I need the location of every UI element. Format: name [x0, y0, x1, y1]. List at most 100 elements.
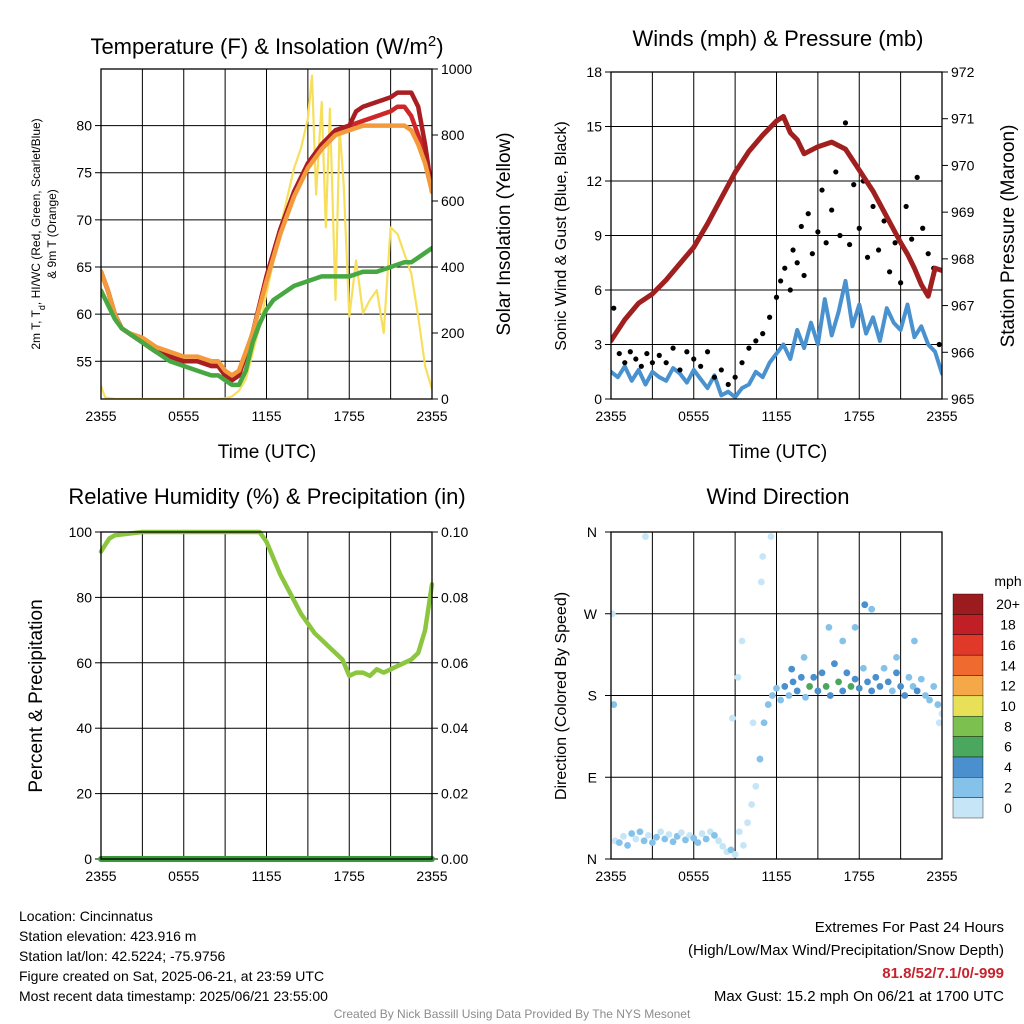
y-left-tick-label: 60	[76, 306, 92, 322]
direction-point	[767, 533, 775, 540]
direction-point	[788, 665, 796, 673]
gust-point	[611, 305, 617, 311]
x-tick-label: 1755	[844, 868, 875, 884]
y-right-tick-label: 600	[441, 193, 465, 209]
y-left-tick-label: 6	[594, 282, 602, 298]
direction-point	[777, 696, 785, 704]
gust-point	[875, 247, 882, 253]
colorbar-label: 0	[1004, 800, 1012, 816]
gust-point	[794, 260, 800, 266]
direction-point	[653, 833, 660, 841]
colorbar-swatch	[952, 797, 984, 819]
y-right-tick-label: 800	[441, 127, 465, 143]
colorbar-label: 4	[1004, 759, 1012, 775]
colorbar-swatch	[952, 675, 984, 697]
plot-border	[610, 531, 943, 860]
gust-point	[914, 174, 920, 180]
y-left-tick-label: 55	[76, 353, 92, 369]
direction-point	[748, 801, 756, 808]
chart-title: Relative Humidity (%) & Precipitation (i…	[68, 484, 465, 509]
direction-point	[835, 678, 842, 686]
y-right-tick-label: 0.04	[441, 720, 468, 736]
y-left-axis-label: Percent & Precipitation	[26, 599, 47, 792]
direction-point	[789, 678, 797, 686]
direction-point	[773, 684, 780, 692]
direction-point	[876, 683, 884, 690]
direction-point	[839, 637, 847, 645]
gust-point	[925, 251, 931, 257]
direction-point	[905, 673, 913, 681]
direction-point	[793, 687, 801, 695]
direction-point	[719, 842, 727, 850]
gust-point	[864, 254, 871, 260]
direction-point	[640, 837, 648, 845]
direction-point	[690, 834, 698, 842]
direction-point	[615, 839, 623, 847]
direction-point	[911, 637, 918, 645]
x-axis-label: Time (UTC)	[729, 442, 828, 463]
station-info: Location: Cincinnatus Station elevation:…	[19, 906, 328, 1006]
latlon-text: Station lat/lon: 42.5224; -75.9756	[19, 948, 226, 964]
gust-point	[842, 120, 849, 126]
gust-point	[809, 251, 815, 257]
direction-point	[752, 782, 760, 790]
gust-point	[644, 350, 650, 357]
direction-point	[764, 701, 772, 708]
direction-point	[657, 828, 665, 836]
gust-point	[920, 225, 926, 231]
direction-point	[757, 578, 765, 586]
direction-point	[797, 673, 805, 681]
gust-point	[633, 356, 639, 362]
x-tick-label: 2355	[85, 868, 116, 884]
temperature-line-orange	[101, 123, 432, 378]
gust-point	[627, 349, 633, 355]
y-left-tick-label: 12	[586, 173, 602, 189]
y-right-axis-label: Solar Insolation (Yellow)	[494, 132, 515, 335]
direction-point	[715, 837, 722, 845]
direction-tick-label: E	[588, 769, 597, 785]
gust-point	[725, 381, 731, 388]
direction-point	[677, 829, 685, 837]
temperature-insolation-panel: 2355 0555 1155 1755 235555606570758002004006…	[29, 33, 515, 464]
direction-point	[624, 841, 631, 849]
y-right-tick-label: 972	[951, 64, 975, 80]
direction-point	[831, 660, 838, 668]
direction-point	[880, 664, 888, 672]
y-left-tick-label: 9	[594, 228, 602, 244]
credit-line: Created By Nick Bassill Using Data Provi…	[333, 1007, 691, 1021]
direction-point	[935, 719, 942, 727]
insolation-line	[101, 74, 432, 399]
gust-point	[616, 350, 622, 357]
direction-point	[636, 828, 644, 836]
direction-point	[934, 701, 942, 708]
direction-point	[814, 687, 822, 695]
direction-tick-label: W	[584, 606, 598, 622]
gust-point	[790, 247, 796, 253]
pressure-line	[611, 113, 942, 344]
y-right-tick-label: 965	[951, 391, 975, 407]
x-axis-label: Time (UTC)	[218, 442, 317, 463]
direction-point	[642, 533, 649, 540]
x-tick-label: 0555	[168, 868, 199, 884]
gust-point	[870, 203, 876, 210]
x-tick-label: 2355	[595, 868, 626, 884]
colorbar-label: 16	[1000, 637, 1016, 653]
gust-point	[622, 360, 628, 366]
colorbar-swatch	[952, 777, 984, 798]
winds-pressure-panel: 2355 0555 1155 1755 235503691215189659669679…	[553, 26, 1019, 463]
direction-point	[825, 623, 833, 631]
gust-point	[670, 345, 676, 351]
direction-point	[735, 828, 743, 836]
y-right-tick-label: 0	[441, 391, 449, 407]
direction-point	[661, 835, 669, 843]
colorbar-swatch	[952, 756, 984, 778]
direction-point	[620, 832, 627, 840]
y-left-axis-label: Direction (Colored By Speed)	[553, 592, 570, 800]
direction-point	[698, 830, 706, 837]
x-tick-label: 1755	[844, 408, 875, 424]
y-left-tick-label: 40	[76, 720, 92, 736]
x-tick-label: 0555	[678, 408, 709, 424]
gust-point	[837, 232, 843, 239]
y-left-tick-label: 18	[586, 64, 602, 80]
